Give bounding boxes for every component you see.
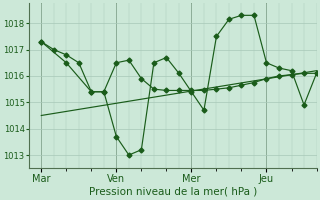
X-axis label: Pression niveau de la mer( hPa ): Pression niveau de la mer( hPa ) bbox=[89, 187, 257, 197]
